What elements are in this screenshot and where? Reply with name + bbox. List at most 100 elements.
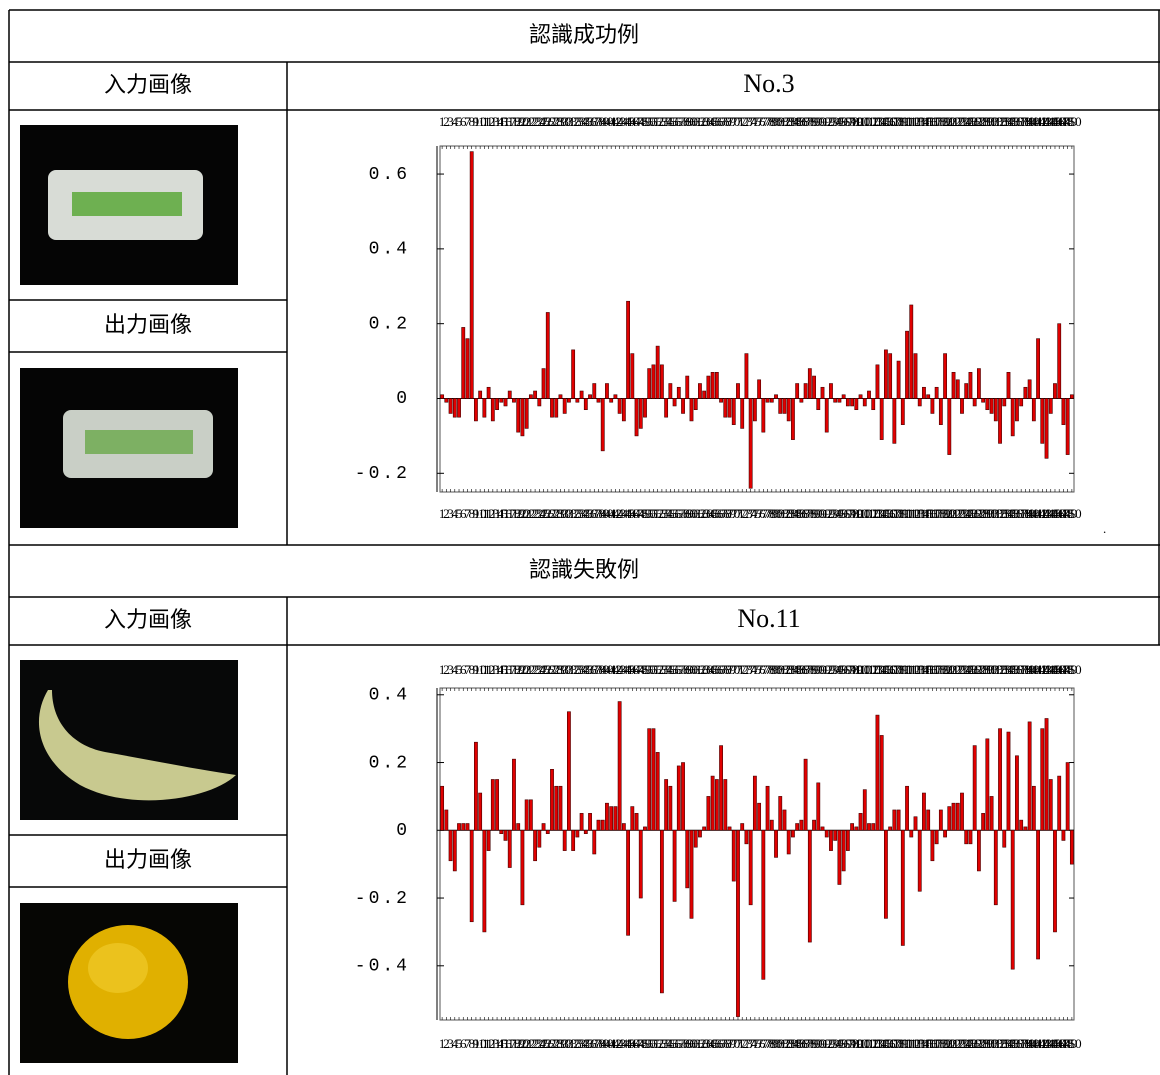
x-tick-label: 150 — [1062, 506, 1082, 521]
bar — [1028, 722, 1031, 830]
bar — [817, 783, 820, 830]
bar — [648, 369, 651, 399]
bar — [977, 830, 980, 871]
photo — [20, 660, 238, 820]
bar — [521, 398, 524, 435]
bar — [779, 398, 782, 413]
bar — [829, 384, 832, 399]
bar — [533, 391, 536, 398]
bar — [1020, 398, 1023, 405]
bar — [453, 398, 456, 417]
bar — [512, 398, 515, 402]
bar — [1041, 729, 1044, 831]
bar — [483, 830, 486, 932]
bar — [698, 384, 701, 399]
bar — [491, 398, 494, 420]
bar — [669, 384, 672, 399]
bar — [732, 830, 735, 881]
bar — [614, 395, 617, 399]
bar — [838, 830, 841, 884]
y-tick-label: 0.4 — [369, 686, 410, 706]
photo — [20, 125, 238, 285]
bar — [973, 746, 976, 831]
bar — [990, 796, 993, 830]
bar — [555, 398, 558, 417]
bar — [711, 372, 714, 398]
bar — [626, 830, 629, 935]
bar — [597, 398, 600, 402]
bar — [517, 398, 520, 432]
bar — [783, 398, 786, 413]
bar — [470, 152, 473, 399]
bar — [559, 395, 562, 399]
bar — [546, 830, 549, 833]
bar — [927, 395, 930, 399]
bar — [660, 365, 663, 399]
bar — [550, 769, 553, 830]
bar — [703, 391, 706, 398]
bar — [1032, 398, 1035, 420]
bar — [821, 387, 824, 398]
bar — [855, 827, 858, 830]
bar — [660, 830, 663, 993]
bar — [1007, 732, 1010, 830]
chart-title: No.11 — [737, 604, 800, 633]
bar — [1024, 827, 1027, 830]
bar — [965, 384, 968, 399]
bar — [821, 827, 824, 830]
bar — [724, 779, 727, 830]
bar — [567, 712, 570, 831]
bar — [922, 387, 925, 398]
y-tick-label: 0.2 — [369, 753, 410, 773]
bar — [867, 824, 870, 831]
bar — [703, 827, 706, 830]
bar — [804, 384, 807, 399]
bar — [521, 830, 524, 905]
bar — [538, 830, 541, 847]
bar — [943, 830, 946, 837]
bar — [1066, 398, 1069, 454]
bar — [474, 742, 477, 830]
bar — [914, 354, 917, 399]
bar — [1049, 398, 1052, 413]
bar — [635, 813, 638, 830]
bar — [525, 398, 528, 428]
bar — [576, 398, 579, 402]
y-tick-label: -0.2 — [355, 889, 410, 909]
bar — [927, 810, 930, 830]
bar — [914, 817, 917, 831]
bar — [1003, 830, 1006, 847]
bar — [593, 384, 596, 399]
bar — [791, 398, 794, 439]
bar — [889, 827, 892, 830]
bar — [838, 398, 841, 402]
bar — [719, 746, 722, 831]
bar — [817, 398, 820, 409]
bar — [1053, 830, 1056, 932]
bar — [449, 398, 452, 413]
y-tick-label: 0 — [396, 389, 410, 409]
bar — [504, 398, 507, 405]
bar — [538, 398, 541, 405]
bar — [728, 827, 731, 830]
bar — [673, 830, 676, 901]
bar — [791, 830, 794, 837]
bar — [1066, 763, 1069, 831]
bar — [804, 759, 807, 830]
bar — [745, 354, 748, 399]
bar — [584, 398, 587, 409]
bar — [504, 830, 507, 840]
bar — [796, 384, 799, 399]
bar — [998, 729, 1001, 831]
bar — [626, 301, 629, 398]
bar — [1062, 830, 1065, 840]
bar — [1007, 372, 1010, 398]
bar — [969, 372, 972, 398]
bar — [715, 779, 718, 830]
bar — [1011, 398, 1014, 435]
bar — [639, 398, 642, 428]
bar — [711, 776, 714, 830]
bar — [952, 372, 955, 398]
bar — [631, 354, 634, 399]
bar — [686, 830, 689, 888]
